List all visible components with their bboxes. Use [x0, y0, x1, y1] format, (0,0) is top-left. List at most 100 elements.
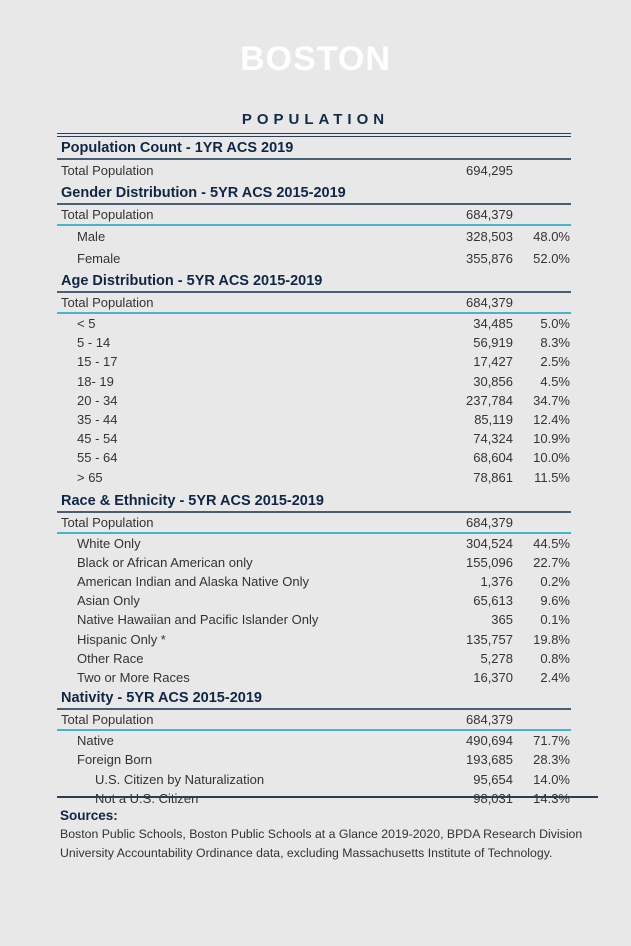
row-label: Native — [77, 733, 114, 749]
table-row: White Only 304,524 44.5% — [57, 534, 571, 553]
row-value: 30,856 — [473, 373, 513, 389]
row-value: 155,096 — [466, 554, 513, 570]
row-value: 684,379 — [466, 295, 513, 310]
table-row: Asian Only 65,613 9.6% — [57, 591, 571, 610]
section-header: Gender Distribution - 5YR ACS 2015-2019 — [57, 182, 571, 205]
row-label: Hispanic Only * — [77, 631, 166, 647]
row-label: Two or More Races — [77, 670, 190, 685]
row-value: 98,031 — [473, 790, 513, 806]
row-label: 15 - 17 — [77, 354, 118, 370]
table-row: 35 - 44 85,119 12.4% — [57, 410, 571, 429]
row-value: 74,324 — [473, 431, 513, 447]
row-value: 355,876 — [466, 251, 513, 266]
row-value: 95,654 — [473, 771, 513, 787]
row-value: 68,604 — [473, 450, 513, 466]
row-label: Male — [77, 229, 106, 244]
table-row: 5 - 14 56,919 8.3% — [57, 333, 571, 352]
table-row: American Indian and Alaska Native Only 1,… — [57, 572, 571, 591]
row-percent: 71.7% — [533, 733, 570, 749]
row-percent: 14.3% — [533, 790, 570, 806]
row-value: 65,613 — [473, 593, 513, 609]
row-value: 328,503 — [466, 229, 513, 244]
total-row: Total Population 684,379 — [57, 293, 571, 314]
row-label: Other Race — [77, 650, 144, 666]
row-label: Total Population — [61, 207, 154, 222]
row-label: > 65 — [77, 469, 103, 485]
table-row: Male 328,503 48.0% — [57, 226, 571, 248]
table-row: < 5 34,485 5.0% — [57, 314, 571, 333]
row-percent: 2.4% — [540, 670, 570, 685]
row-percent: 44.5% — [533, 535, 570, 551]
row-value: 365 — [491, 612, 513, 628]
row-label: 20 - 34 — [77, 392, 118, 408]
row-label: < 5 — [77, 316, 96, 331]
row-percent: 10.0% — [533, 450, 570, 466]
section-header: Race & Ethnicity - 5YR ACS 2015-2019 — [57, 490, 571, 513]
row-label: Asian Only — [77, 593, 140, 609]
row-value: 78,861 — [473, 469, 513, 485]
row-percent: 0.1% — [540, 612, 570, 628]
row-value: 237,784 — [466, 392, 513, 408]
row-value: 1,376 — [480, 574, 513, 590]
row-value: 56,919 — [473, 335, 513, 351]
row-value: 5,278 — [480, 650, 513, 666]
row-percent: 10.9% — [533, 431, 570, 447]
row-percent: 8.3% — [540, 335, 570, 351]
table-row: Hispanic Only * 135,757 19.8% — [57, 630, 571, 649]
row-label: Native Hawaiian and Pacific Islander Onl… — [77, 612, 319, 628]
row-label: Total Population — [61, 163, 154, 178]
row-value: 490,694 — [466, 733, 513, 749]
row-label: American Indian and Alaska Native Only — [77, 574, 309, 590]
total-row: Total Population 684,379 — [57, 513, 571, 534]
total-row: Total Population 684,379 — [57, 205, 571, 226]
table-row: Other Race 5,278 0.8% — [57, 649, 571, 668]
table-row: 45 - 54 74,324 10.9% — [57, 429, 571, 448]
row-label: White Only — [77, 535, 141, 551]
row-label: U.S. Citizen by Naturalization — [95, 771, 265, 787]
section-header: Nativity - 5YR ACS 2015-2019 — [57, 687, 571, 711]
table-row: Not a U.S. Citizen 98,031 14.3% — [57, 789, 571, 808]
section-header: Population Count - 1YR ACS 2019 — [57, 137, 571, 160]
row-label: 45 - 54 — [77, 431, 118, 447]
population-table: Population Count - 1YR ACS 2019 Total Pop… — [57, 133, 571, 808]
row-value: 85,119 — [474, 411, 513, 427]
row-percent: 12.4% — [533, 411, 570, 427]
row-percent: 0.2% — [540, 574, 570, 590]
row-percent: 34.7% — [533, 392, 570, 408]
table-row: Female 355,876 52.0% — [57, 248, 571, 270]
table-row: 18- 19 30,856 4.5% — [57, 372, 571, 391]
sources-line: University Accountability Ordinance data… — [60, 846, 553, 860]
row-value: 684,379 — [466, 514, 513, 530]
table-row: U.S. Citizen by Naturalization 95,654 14.0… — [57, 770, 571, 789]
row-percent: 11.5% — [534, 469, 570, 485]
row-label: Foreign Born — [77, 752, 153, 768]
table-row: Two or More Races 16,370 2.4% — [57, 668, 571, 687]
table-row: Native 490,694 71.7% — [57, 731, 571, 750]
total-row: Total Population 694,295 — [57, 160, 571, 182]
total-row: Total Population 684,379 — [57, 710, 571, 732]
row-label: Total Population — [61, 712, 154, 728]
row-value: 34,485 — [473, 316, 513, 331]
row-percent: 9.6% — [540, 593, 570, 609]
row-label: 55 - 64 — [77, 450, 118, 466]
row-value: 694,295 — [466, 163, 513, 178]
row-percent: 5.0% — [540, 316, 570, 331]
sources-title: Sources: — [60, 808, 118, 823]
page-title: POPULATION — [241, 111, 390, 128]
section-header: Age Distribution - 5YR ACS 2015-2019 — [57, 270, 571, 293]
row-value: 304,524 — [466, 535, 513, 551]
row-label: Total Population — [61, 295, 154, 310]
sources-line: Boston Public Schools, Boston Public Sch… — [60, 827, 583, 841]
row-label: Not a U.S. Citizen — [95, 790, 199, 806]
row-percent: 48.0% — [533, 229, 570, 244]
table-row: 15 - 17 17,427 2.5% — [57, 352, 571, 371]
row-value: 16,370 — [473, 670, 513, 685]
row-percent: 52.0% — [533, 251, 570, 266]
row-percent: 14.0% — [533, 771, 570, 787]
row-percent: 28.3% — [533, 752, 570, 768]
row-value: 684,379 — [466, 207, 513, 222]
row-label: Female — [77, 251, 121, 266]
table-row: 55 - 64 68,604 10.0% — [57, 448, 571, 467]
row-label: Black or African American only — [77, 554, 253, 570]
row-percent: 0.8% — [540, 650, 570, 666]
